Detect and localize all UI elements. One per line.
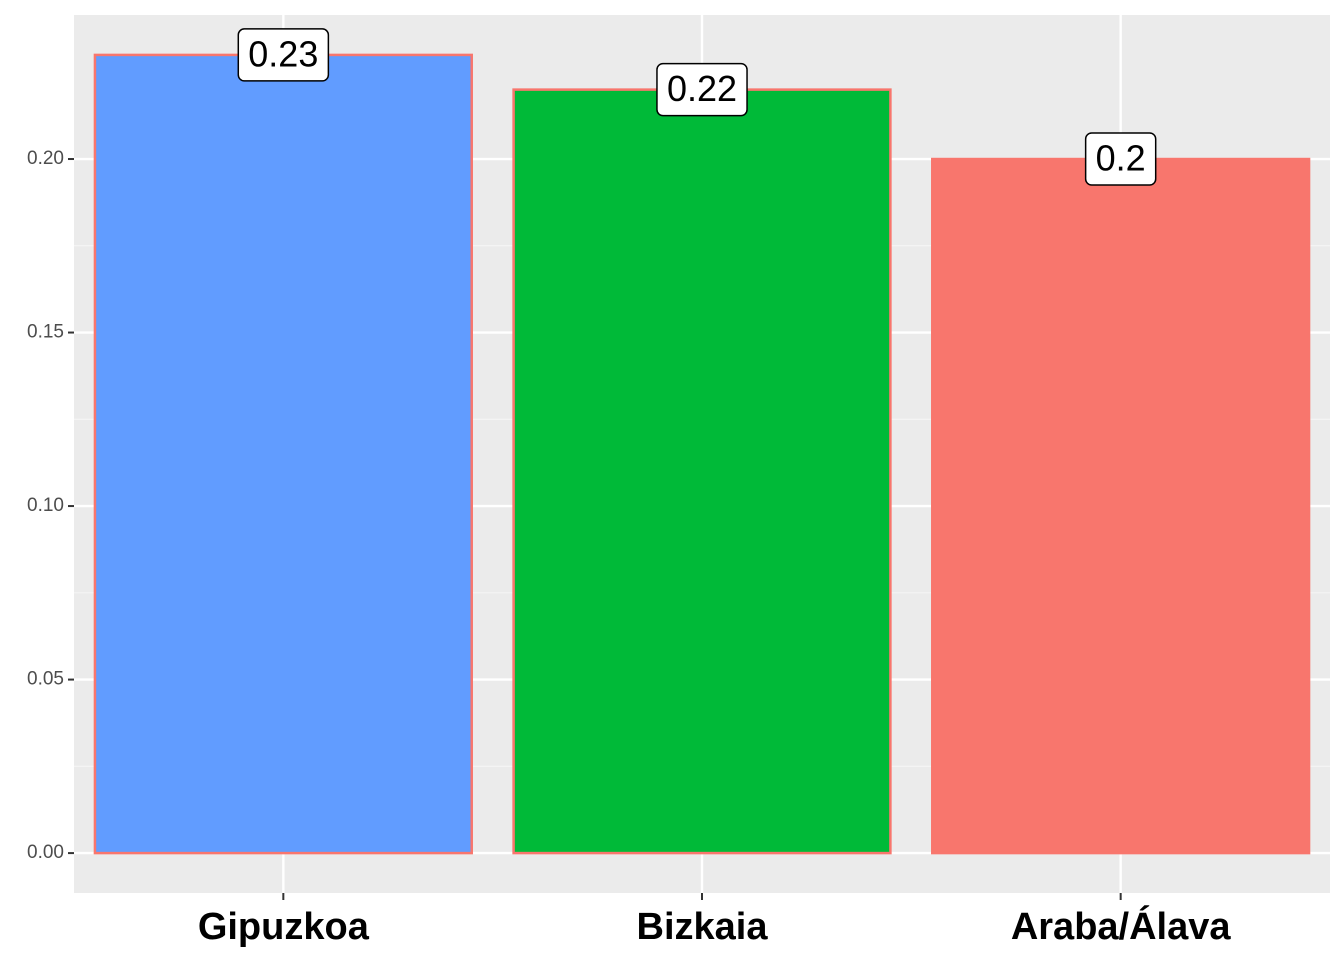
bar [93,53,473,855]
value-label-box [237,28,330,82]
value-label-box [656,62,748,117]
value-label: 0.2 [1096,138,1146,179]
y-tick-label: 0.10 [27,495,64,516]
bar [512,88,892,855]
bar [931,157,1311,855]
value-label: 0.23 [248,33,318,74]
y-tick-label: 0.05 [27,669,64,690]
x-tick-label: Araba/Álava [1011,904,1232,948]
value-label-box [1084,132,1157,186]
y-tick-label: 0.20 [27,148,64,169]
y-tick-label: 0.00 [27,842,64,863]
x-tick-label: Gipuzkoa [198,906,370,948]
value-label: 0.22 [667,68,737,109]
x-tick-label: Bizkaia [637,906,769,948]
y-tick-label: 0.15 [27,322,64,343]
